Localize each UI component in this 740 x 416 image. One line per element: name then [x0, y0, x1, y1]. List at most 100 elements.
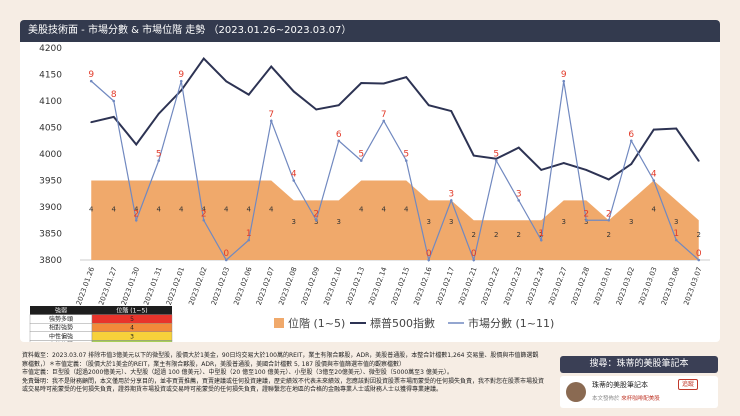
score-label-5: 2: [201, 209, 207, 219]
promo-sub-link[interactable]: 來杯咖啡配美股: [621, 396, 660, 402]
score-point-18: [494, 159, 498, 162]
x-tick-label-14: 2023.02.15: [390, 266, 411, 306]
score-label-15: 0: [426, 249, 432, 259]
score-point-0: [89, 79, 93, 83]
score-label-18: 5: [493, 150, 499, 160]
sp500-point-24: [630, 163, 633, 165]
sp500-point-19: [517, 146, 520, 149]
x-tick-label-19: 2023.02.23: [502, 266, 523, 306]
score-point-14: [404, 159, 408, 162]
score-label-13: 7: [381, 110, 387, 120]
x-tick-label-16: 2023.02.17: [435, 266, 456, 306]
score-label-7: 1: [246, 229, 252, 239]
y-tick-label-4: 4000: [39, 150, 62, 160]
position-label-5: 4: [202, 205, 207, 213]
footnote-line-3: 免責聲明：我不是財務顧問，本文僅用於分享目的，並非買賣推薦，買賣建議或任何投資建…: [22, 377, 545, 394]
score-point-2: [134, 218, 138, 222]
sp500-point-18: [495, 157, 498, 160]
score-point-15: [427, 258, 431, 262]
score-label-3: 5: [156, 150, 162, 160]
y-tick-label-7: 4150: [39, 71, 62, 81]
chart-card: 美股技術面 - 市場分數 & 市場位階 走勢 （2023.01.26~2023.…: [20, 20, 720, 342]
level-table-header-right: [92, 306, 172, 315]
level-table-header-level: 位階 (1~5): [116, 307, 147, 315]
score-label-9: 4: [291, 170, 297, 180]
position-label-19: 2: [517, 231, 521, 239]
score-label-24: 6: [628, 130, 634, 140]
sp500-point-26: [675, 127, 678, 130]
sp500-point-7: [247, 93, 250, 96]
promo-card[interactable]: 珠蒂的美股筆記本 追蹤 本文發佈於 來杯咖啡配美股: [560, 376, 718, 408]
promo-name: 珠蒂的美股筆記本: [592, 381, 648, 389]
level-row-value-0: 5: [130, 316, 134, 323]
promo-search-banner: 搜尋：珠蒂的美股筆記本: [560, 356, 718, 373]
score-label-1: 8: [111, 90, 117, 100]
sp500-point-5: [202, 57, 205, 60]
promo-sub-prefix: 本文發佈於: [592, 396, 620, 402]
x-tick-label-9: 2023.02.08: [277, 266, 298, 306]
score-point-1: [112, 99, 116, 103]
position-label-8: 4: [269, 205, 274, 213]
score-label-20: 1: [538, 229, 544, 239]
y-tick-label-2: 3900: [39, 203, 62, 213]
position-label-27: 2: [697, 231, 701, 239]
position-label-23: 2: [607, 231, 611, 239]
x-tick-label-20: 2023.02.24: [525, 265, 546, 306]
score-label-26: 1: [673, 229, 679, 239]
series-area-position: [91, 180, 699, 260]
sp500-point-21: [562, 162, 565, 164]
score-label-22: 2: [583, 209, 589, 219]
score-point-19: [517, 199, 521, 202]
score-label-27: 0: [696, 249, 702, 259]
sp500-point-12: [360, 82, 363, 84]
position-label-10: 3: [314, 218, 318, 226]
score-point-16: [449, 199, 453, 202]
position-label-12: 4: [359, 205, 364, 213]
score-point-27: [697, 258, 701, 262]
sp500-point-27: [697, 159, 700, 162]
position-label-4: 4: [179, 205, 184, 213]
follow-button[interactable]: 追蹤: [678, 379, 699, 390]
score-point-3: [157, 159, 161, 162]
score-label-19: 3: [516, 189, 522, 199]
score-label-4: 9: [178, 70, 184, 80]
x-tick-label-22: 2023.02.28: [570, 266, 591, 306]
score-point-21: [562, 79, 566, 83]
position-label-22: 3: [584, 218, 588, 226]
legend: 位階 (1~5) 標普500指數 市場分數 (1~11): [274, 316, 554, 330]
x-tick-label-12: 2023.02.13: [345, 266, 366, 306]
score-point-6: [224, 258, 228, 262]
promo-subtitle: 本文發佈於 來杯咖啡配美股: [592, 394, 660, 402]
legend-label-score: 市場分數 (1~11): [468, 316, 554, 330]
x-tick-label-27: 2023.03.07: [682, 266, 703, 306]
score-point-23: [607, 218, 611, 222]
score-point-7: [247, 238, 251, 242]
y-tick-label-1: 3850: [39, 230, 62, 240]
footnote-line-2: 市值定義：巨型股（超過2000億美元）、大型股（超過 100 億美元）、中型股（…: [22, 369, 453, 377]
level-row-label-1: 相對強勢: [49, 324, 73, 332]
series-line-score: [90, 80, 700, 263]
score-label-16: 3: [448, 189, 454, 199]
score-label-25: 4: [651, 170, 657, 180]
position-label-18: 2: [494, 231, 498, 239]
level-table-header-left: [30, 306, 92, 315]
y-tick-label-8: 4200: [39, 44, 62, 54]
series-line-sp500: [91, 57, 700, 181]
level-row-value-cell-3: [91, 340, 173, 342]
score-point-25: [652, 179, 656, 182]
position-label-17: 2: [472, 231, 476, 239]
position-label-6: 4: [224, 205, 229, 213]
sp500-point-20: [540, 169, 543, 171]
position-label-13: 4: [382, 205, 387, 213]
sp500-point-2: [135, 143, 138, 146]
x-tick-label-5: 2023.02.02: [187, 266, 208, 306]
score-point-17: [472, 258, 476, 262]
legend-label-sp500: 標普500指數: [370, 316, 435, 330]
sp500-point-4: [180, 89, 183, 92]
score-label-21: 9: [561, 70, 567, 80]
score-label-12: 5: [358, 150, 364, 160]
sp500-point-15: [427, 104, 430, 107]
position-label-3: 4: [157, 205, 162, 213]
sp500-point-14: [405, 76, 408, 79]
